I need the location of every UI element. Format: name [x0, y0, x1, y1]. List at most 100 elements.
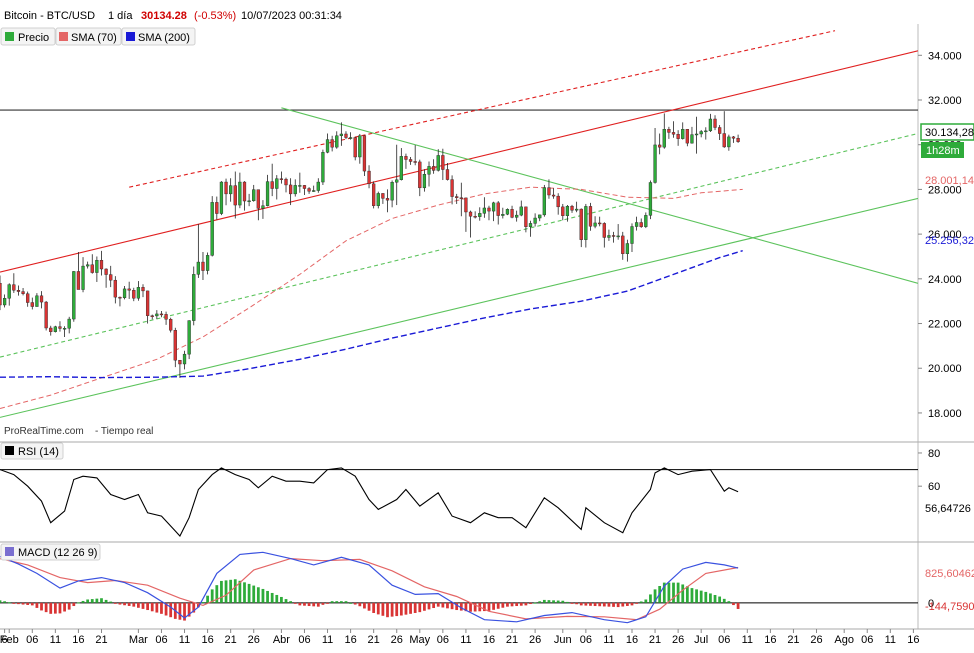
macd-plot[interactable] — [0, 551, 918, 624]
macd-hist-bar-negative — [529, 602, 532, 605]
price-change: (-0.53%) — [194, 10, 236, 22]
macd-hist-bar-negative — [395, 602, 399, 617]
candle-up — [565, 205, 570, 216]
legend-item-precio[interactable] — [0, 27, 56, 46]
candle-down — [367, 170, 371, 185]
brand-watermark: ProRealTime.com — [4, 426, 84, 437]
instrument-name: Bitcoin - BTC/USD — [4, 10, 95, 22]
candle-down — [408, 159, 413, 162]
macd-hist-bar-positive — [349, 602, 352, 604]
macd-hist-bar-negative — [132, 602, 136, 607]
time-axis-label: 06 — [580, 634, 592, 646]
time-axis-label: 16 — [764, 634, 776, 646]
macd-hist-bar-negative — [630, 602, 634, 606]
candle-up — [390, 182, 394, 201]
time-axis-label: 11 — [460, 634, 471, 646]
candle-up — [72, 271, 76, 320]
macd-hist-bar-positive — [718, 596, 722, 603]
candle-down — [58, 326, 62, 329]
time-axis-label: Jul — [694, 634, 708, 646]
candle-down — [127, 288, 131, 291]
candle-down — [524, 206, 528, 227]
legend-swatch-sma70 — [59, 32, 68, 41]
candle-up — [229, 185, 233, 195]
candle-up — [422, 174, 427, 189]
price-plot[interactable] — [0, 30, 918, 418]
candle-down — [99, 260, 104, 270]
time-axis-label: 16 — [483, 634, 495, 646]
candle-up — [136, 287, 141, 299]
price-axis-tick-label: 18.000 — [928, 408, 962, 420]
macd-hist-bar-positive — [713, 594, 717, 603]
macd-hist-bar-negative — [524, 602, 528, 606]
candle-up — [205, 255, 210, 271]
price-badge-text: 30.134,28 — [925, 127, 974, 139]
macd-hist-bar-negative — [436, 602, 440, 607]
macd-hist-bar-positive — [672, 582, 675, 603]
macd-hist-bar-positive — [644, 599, 648, 603]
macd-hist-bar-positive — [275, 594, 279, 603]
candle-down — [150, 315, 154, 317]
candle-down — [26, 293, 30, 303]
chart-header: Bitcoin - BTC/USD 1 día 30134.28 (-0.53%… — [4, 10, 342, 22]
candle-up — [86, 264, 90, 267]
time-axis-label: 11 — [322, 634, 333, 646]
candle-up — [478, 213, 482, 217]
macd-hist-bar-negative — [160, 602, 163, 614]
rsi-plot[interactable] — [0, 467, 918, 537]
macd-hist-bar-negative — [506, 602, 509, 607]
candle-down — [639, 222, 643, 227]
timer-badge: 1h28m — [921, 142, 964, 158]
candle-down — [381, 193, 385, 199]
macd-hist-bar-positive — [280, 596, 283, 603]
legend-swatch-precio — [5, 32, 14, 41]
time-axis-label: Feb — [0, 634, 19, 646]
time-axis-label: 26 — [391, 634, 403, 646]
time-axis-label: 06 — [155, 634, 167, 646]
candle-down — [602, 223, 606, 238]
time-axis-label: 26 — [529, 634, 541, 646]
macd-hist-bar-negative — [519, 602, 523, 606]
candle-down — [685, 129, 689, 144]
legend-item-sma70[interactable] — [55, 27, 122, 46]
candle-down — [445, 169, 450, 180]
legend-item-sma200[interactable] — [121, 27, 196, 46]
candle-up — [699, 131, 703, 135]
candle-down — [164, 314, 168, 320]
candle-up — [53, 326, 57, 332]
time-axis-label: Abr — [273, 634, 290, 646]
rsi-legend-box[interactable] — [0, 442, 64, 460]
macd-hist-bar-negative — [367, 602, 371, 611]
macd-hist-bar-negative — [146, 602, 150, 611]
time-axis-label: 26 — [810, 634, 822, 646]
candle-down — [473, 216, 477, 218]
macd-hist-bar-negative — [487, 602, 491, 611]
macd-hist-bar-positive — [690, 588, 694, 603]
candle-down — [0, 283, 2, 306]
candle-down — [496, 202, 500, 216]
time-axis-label: 21 — [368, 634, 380, 646]
macd-hist-bar-positive — [556, 600, 560, 603]
macd-hist-bar-positive — [95, 598, 99, 603]
last-price: 30134.28 — [141, 10, 187, 22]
macd-hist-bar-negative — [473, 602, 477, 612]
candle-down — [132, 290, 136, 299]
macd-hist-bar-positive — [201, 602, 205, 604]
candle-up — [427, 166, 431, 175]
macd-hist-bar-negative — [413, 602, 417, 613]
macd-hist-bar-positive — [339, 601, 343, 603]
candle-up — [339, 133, 343, 136]
candle-up — [219, 181, 224, 214]
candle-down — [90, 264, 94, 273]
time-axis-label: 26 — [248, 634, 260, 646]
macd-hist-bar-negative — [316, 602, 320, 607]
time-axis-label: 11 — [603, 634, 614, 646]
candle-up — [515, 214, 519, 218]
candle-down — [722, 133, 726, 148]
macd-hist-bar-positive — [699, 590, 703, 603]
candle-down — [173, 330, 177, 361]
macd-hist-bar-positive — [552, 600, 555, 603]
candle-up — [533, 217, 537, 224]
macd-hist-bar-positive — [77, 602, 80, 604]
macd-legend-box[interactable] — [0, 543, 101, 561]
